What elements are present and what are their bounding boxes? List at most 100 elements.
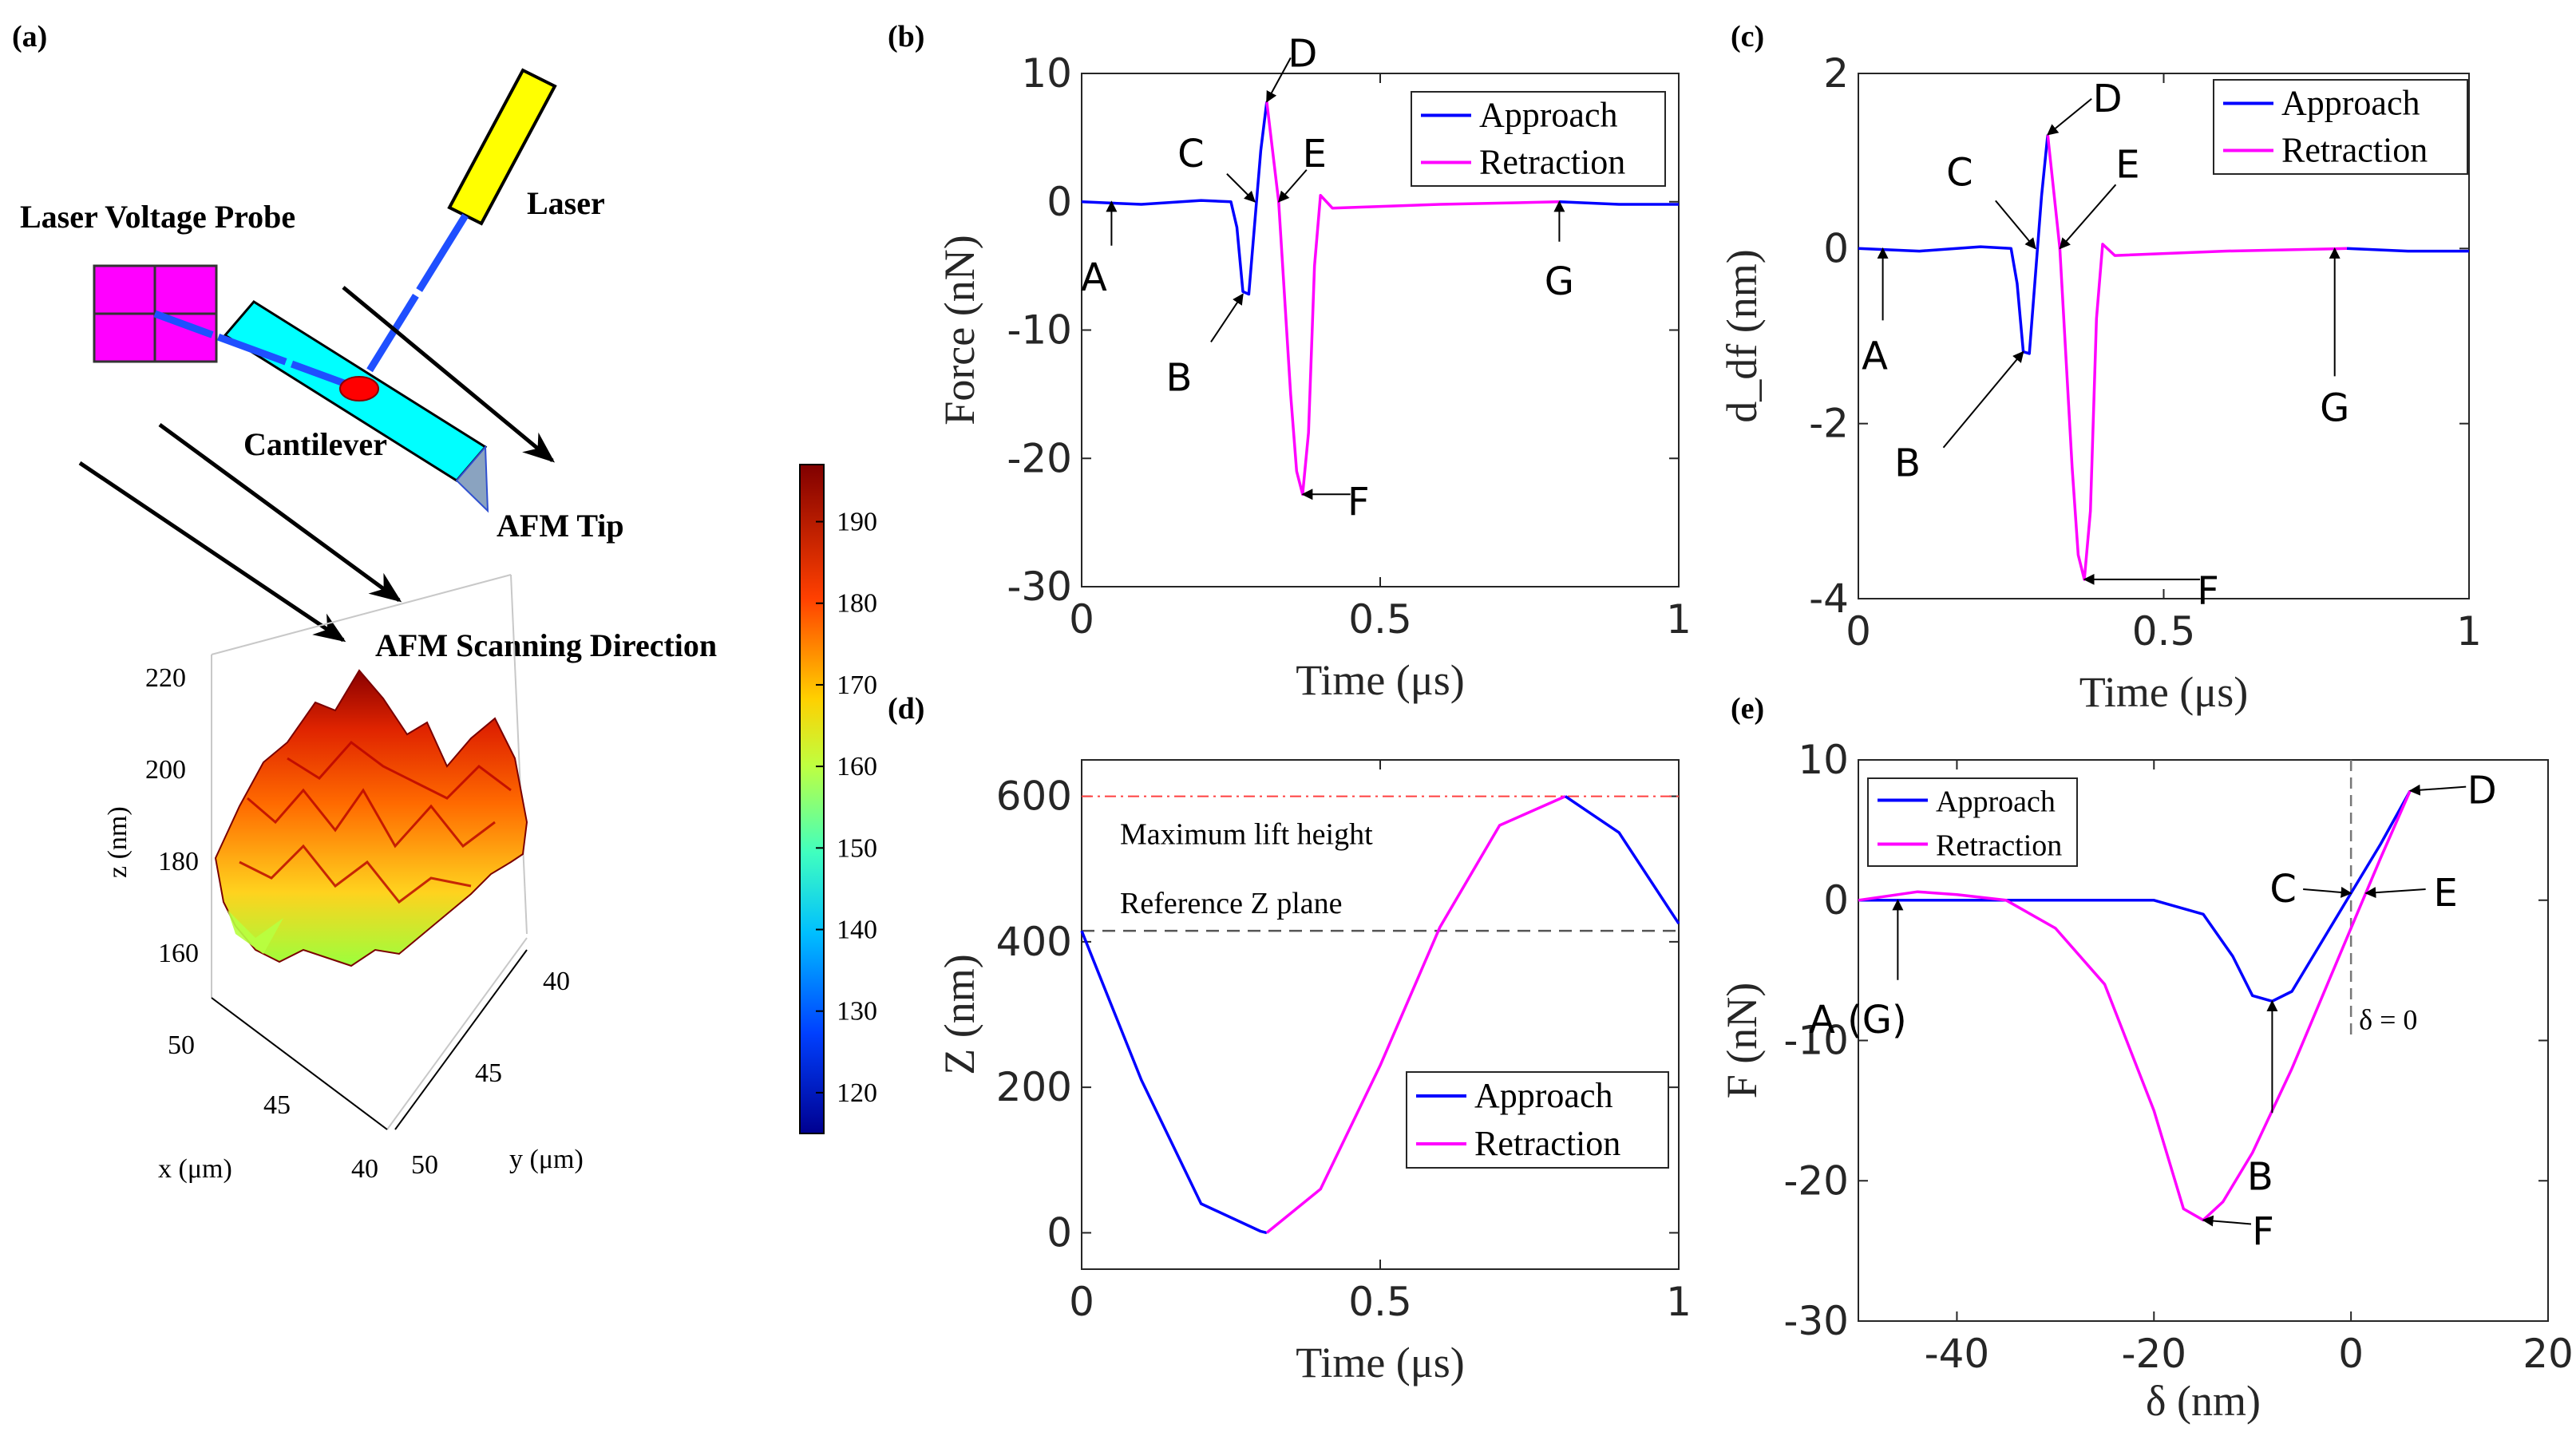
point-arrow-D bbox=[2408, 784, 2467, 796]
y-tick-label: -30 bbox=[1007, 564, 1072, 610]
legend-label-approach: Approach bbox=[1936, 785, 2056, 819]
laser-spot bbox=[339, 376, 379, 402]
y-tick: 40 bbox=[543, 967, 570, 996]
chart-force-vs-indentation: -40 -20 0 20 10 0 -10 -20 -30 δ (nm) F (nN) δ = 0 Ap… bbox=[1718, 737, 2574, 1425]
point-label-F: F bbox=[2197, 569, 2219, 614]
point-label-G: G bbox=[2320, 386, 2349, 430]
panel-label-b: (b) bbox=[888, 20, 924, 53]
laser-beam bbox=[356, 213, 469, 390]
y-axis-label: Force (nN) bbox=[936, 235, 983, 425]
x-tick-label: 1 bbox=[1666, 1279, 1692, 1325]
x-axis-label: Time (μs) bbox=[1296, 1339, 1465, 1387]
z-tick: 200 bbox=[145, 755, 186, 785]
series-line-approach bbox=[1559, 200, 1679, 206]
point-arrow-C bbox=[2303, 886, 2352, 898]
colorbar-tick-label: 130 bbox=[837, 997, 877, 1027]
legend-box bbox=[2213, 79, 2468, 175]
chart-force-vs-time: 0 0.5 1 10 0 -10 -20 -30 Time (μs) Force (nN) Appr… bbox=[936, 31, 1692, 704]
y-axis-label: Z (nm) bbox=[936, 954, 983, 1074]
colorbar-tick-label: 180 bbox=[837, 589, 877, 619]
afm-surface bbox=[214, 669, 528, 967]
point-label-B: B bbox=[1894, 441, 1921, 486]
series-line-approach bbox=[1081, 101, 1268, 296]
legend-label-approach: Approach bbox=[1474, 1076, 1613, 1115]
y-tick-label: -30 bbox=[1783, 1298, 1849, 1344]
legend-label-retraction: Retraction bbox=[1479, 143, 1625, 182]
chart-deflection-vs-time: 0 0.5 1 2 0 -2 -4 Time (μs) d_df (nm) Approach Ret… bbox=[1718, 50, 2482, 716]
point-arrow-E bbox=[2364, 887, 2426, 899]
colorbar-tick-label: 190 bbox=[837, 508, 877, 537]
y-tick-label: 10 bbox=[1798, 737, 1849, 783]
surface-plot: 220 200 180 160 z (nm) 50 45 40 x (μm) 5… bbox=[103, 574, 584, 1184]
point-arrow-C bbox=[1226, 173, 1256, 203]
x-tick-label: 0 bbox=[1846, 608, 1871, 655]
point-label-A: A bbox=[1862, 334, 1888, 378]
y-tick: 50 bbox=[411, 1150, 438, 1180]
cantilever-icon bbox=[223, 300, 489, 513]
legend-box bbox=[1411, 91, 1666, 187]
point-label-E: E bbox=[2115, 142, 2139, 187]
max-lift-label: Maximum lift height bbox=[1120, 818, 1373, 852]
x-axis-label: δ (nm) bbox=[2146, 1377, 2261, 1425]
point-label-A: A bbox=[1081, 255, 1107, 300]
panel-label-e: (e) bbox=[1731, 692, 1764, 726]
x-tick-label: 0 bbox=[1069, 596, 1094, 643]
colorbar-tick-label: 160 bbox=[837, 752, 877, 781]
series-line-retraction bbox=[1265, 101, 1560, 496]
delta-zero-label: δ = 0 bbox=[2359, 1003, 2417, 1035]
panel-label-a: (a) bbox=[12, 20, 47, 53]
y-tick-label: 0 bbox=[1047, 179, 1072, 225]
chart-z-vs-time: 0 0.5 1 600 400 200 0 Time (μs) Z (nm) Maximum li… bbox=[936, 759, 1692, 1387]
colorbar-tick-label: 120 bbox=[837, 1078, 877, 1108]
x-tick-label: -20 bbox=[2121, 1331, 2186, 1377]
legend-label-approach: Approach bbox=[2281, 84, 2420, 123]
x-tick-label: -40 bbox=[1925, 1331, 1990, 1377]
point-label-D: D bbox=[2093, 77, 2123, 121]
afm-tip-label: AFM Tip bbox=[497, 508, 624, 544]
legend-label-retraction: Retraction bbox=[2281, 131, 2428, 170]
series-line-approach bbox=[1080, 930, 1268, 1235]
panel-label-d: (d) bbox=[888, 692, 924, 726]
y-tick-label: 200 bbox=[996, 1064, 1072, 1110]
z-axis-label: z (nm) bbox=[103, 806, 133, 878]
point-label-B: B bbox=[2247, 1154, 2273, 1199]
y-tick-label: -10 bbox=[1007, 307, 1072, 354]
y-tick: 45 bbox=[475, 1058, 502, 1088]
legend-label-retraction: Retraction bbox=[1474, 1124, 1620, 1163]
colorbar-tick-label: 150 bbox=[837, 833, 877, 863]
point-label-C: C bbox=[2269, 867, 2297, 912]
point-label-C: C bbox=[1946, 150, 1973, 195]
point-arrow-E bbox=[2059, 184, 2117, 250]
point-arrow-D bbox=[2047, 97, 2092, 136]
y-tick-label: 10 bbox=[1021, 50, 1072, 97]
y-axis-label: F (nN) bbox=[1718, 983, 1766, 1099]
z-tick: 160 bbox=[158, 939, 199, 968]
point-label-F: F bbox=[1347, 480, 1370, 524]
point-arrow-C bbox=[1995, 200, 2036, 250]
series-line-approach bbox=[1858, 134, 2049, 355]
point-arrow-B bbox=[1210, 293, 1244, 343]
x-tick: 45 bbox=[263, 1090, 291, 1120]
cantilever-label: Cantilever bbox=[243, 426, 387, 462]
y-tick-label: -20 bbox=[1007, 435, 1072, 481]
x-tick-label: 0.5 bbox=[1348, 596, 1412, 643]
colorbar-tick-label: 140 bbox=[837, 916, 877, 945]
point-arrow-E bbox=[1277, 169, 1308, 203]
series-line-approach bbox=[2346, 247, 2469, 253]
point-label-D: D bbox=[2467, 769, 2497, 813]
x-tick: 50 bbox=[168, 1031, 195, 1060]
x-tick-label: 0.5 bbox=[1348, 1279, 1412, 1325]
series-line-retraction bbox=[1265, 794, 1566, 1234]
point-arrow-D bbox=[1266, 57, 1292, 103]
scan-arrow-3 bbox=[78, 461, 346, 643]
series-line-approach bbox=[1564, 795, 1680, 925]
x-tick-label: 20 bbox=[2523, 1331, 2574, 1377]
z-tick: 180 bbox=[158, 847, 199, 876]
scan-direction-label: AFM Scanning Direction bbox=[375, 627, 717, 663]
photodiode-icon bbox=[93, 264, 218, 363]
x-tick-label: 1 bbox=[1666, 596, 1692, 643]
x-tick-label: 1 bbox=[2456, 608, 2482, 655]
point-label-G: G bbox=[1545, 259, 1574, 304]
y-tick-label: 400 bbox=[996, 919, 1072, 965]
